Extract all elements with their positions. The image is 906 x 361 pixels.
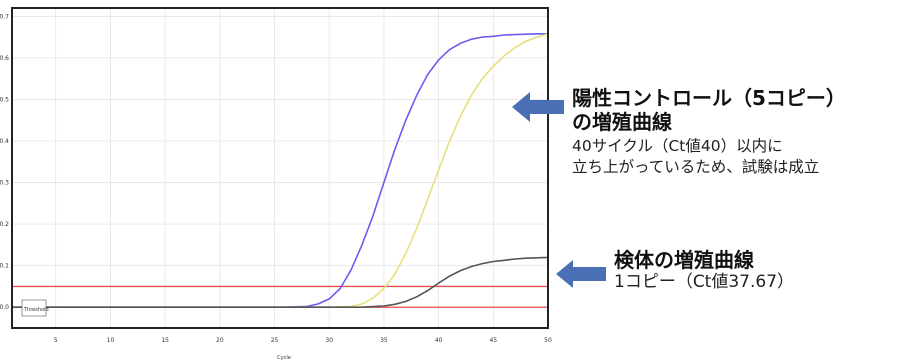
x-tick-label-7: 40 bbox=[435, 337, 443, 344]
y-tick-label-4: 0.4 bbox=[0, 138, 9, 145]
x-tick-label-9: 50 bbox=[544, 337, 552, 344]
series-line-2 bbox=[12, 256, 549, 308]
x-tick-label-6: 35 bbox=[380, 337, 388, 344]
plot-frame bbox=[11, 7, 549, 329]
x-tick-labels: 5 10 15 20 25 30 35 40 45 50 bbox=[54, 337, 552, 344]
sample-annotation: 検体の増殖曲線 1コピー（Ct値37.67） bbox=[614, 248, 794, 293]
y-tick-label-1: 0.1 bbox=[0, 263, 9, 270]
positive-control-body-line2: 立ち上がっているため、試験は成立 bbox=[572, 158, 820, 176]
series-line-0 bbox=[12, 33, 548, 308]
y-tick-label-2: 0.2 bbox=[0, 221, 9, 228]
y-tick-label-3: 0.3 bbox=[0, 180, 9, 187]
threshold-label-box: Threshold bbox=[21, 299, 49, 317]
amplification-plot: 5 10 15 20 25 30 35 40 45 50 0.00.10.20.30.40.50.… bbox=[0, 0, 560, 361]
y-tick-label-6: 0.6 bbox=[0, 55, 9, 62]
y-tick-label-7: 0.7 bbox=[0, 13, 9, 20]
y-tick-label-0: 0.0 bbox=[0, 304, 9, 311]
arrow-left-icon bbox=[556, 260, 606, 288]
x-tick-label-8: 45 bbox=[489, 337, 497, 344]
sample-body: 1コピー（Ct値37.67） bbox=[614, 272, 795, 292]
x-tick-label-5: 30 bbox=[325, 337, 333, 344]
x-tick-label-1: 10 bbox=[107, 337, 115, 344]
plot-background bbox=[0, 0, 560, 361]
x-tick-label-3: 20 bbox=[216, 337, 224, 344]
x-tick-label-2: 15 bbox=[161, 337, 169, 344]
x-tick-label-0: 5 bbox=[54, 337, 58, 344]
y-tick-label-5: 0.5 bbox=[0, 96, 9, 103]
y-tick-labels: 0.0 0.1 0.2 0.3 0.4 0.5 0.6 0.7 bbox=[0, 13, 9, 311]
positive-control-heading-line2: の増殖曲線 bbox=[572, 110, 672, 134]
series-group bbox=[12, 33, 549, 308]
threshold-label: Threshold bbox=[23, 307, 49, 313]
arrow-left-icon bbox=[512, 92, 564, 122]
x-tick-label-4: 25 bbox=[271, 337, 279, 344]
positive-control-annotation: 陽性コントロール（5コピー） の増殖曲線 40サイクル（Ct値40）以内に 立ち… bbox=[572, 86, 846, 178]
positive-control-heading-line1: 陽性コントロール（5コピー） bbox=[572, 86, 846, 110]
positive-control-body-line1: 40サイクル（Ct値40）以内に bbox=[572, 137, 783, 155]
sample-heading: 検体の増殖曲線 bbox=[614, 248, 754, 272]
x-axis-label: Cycle bbox=[277, 355, 291, 361]
